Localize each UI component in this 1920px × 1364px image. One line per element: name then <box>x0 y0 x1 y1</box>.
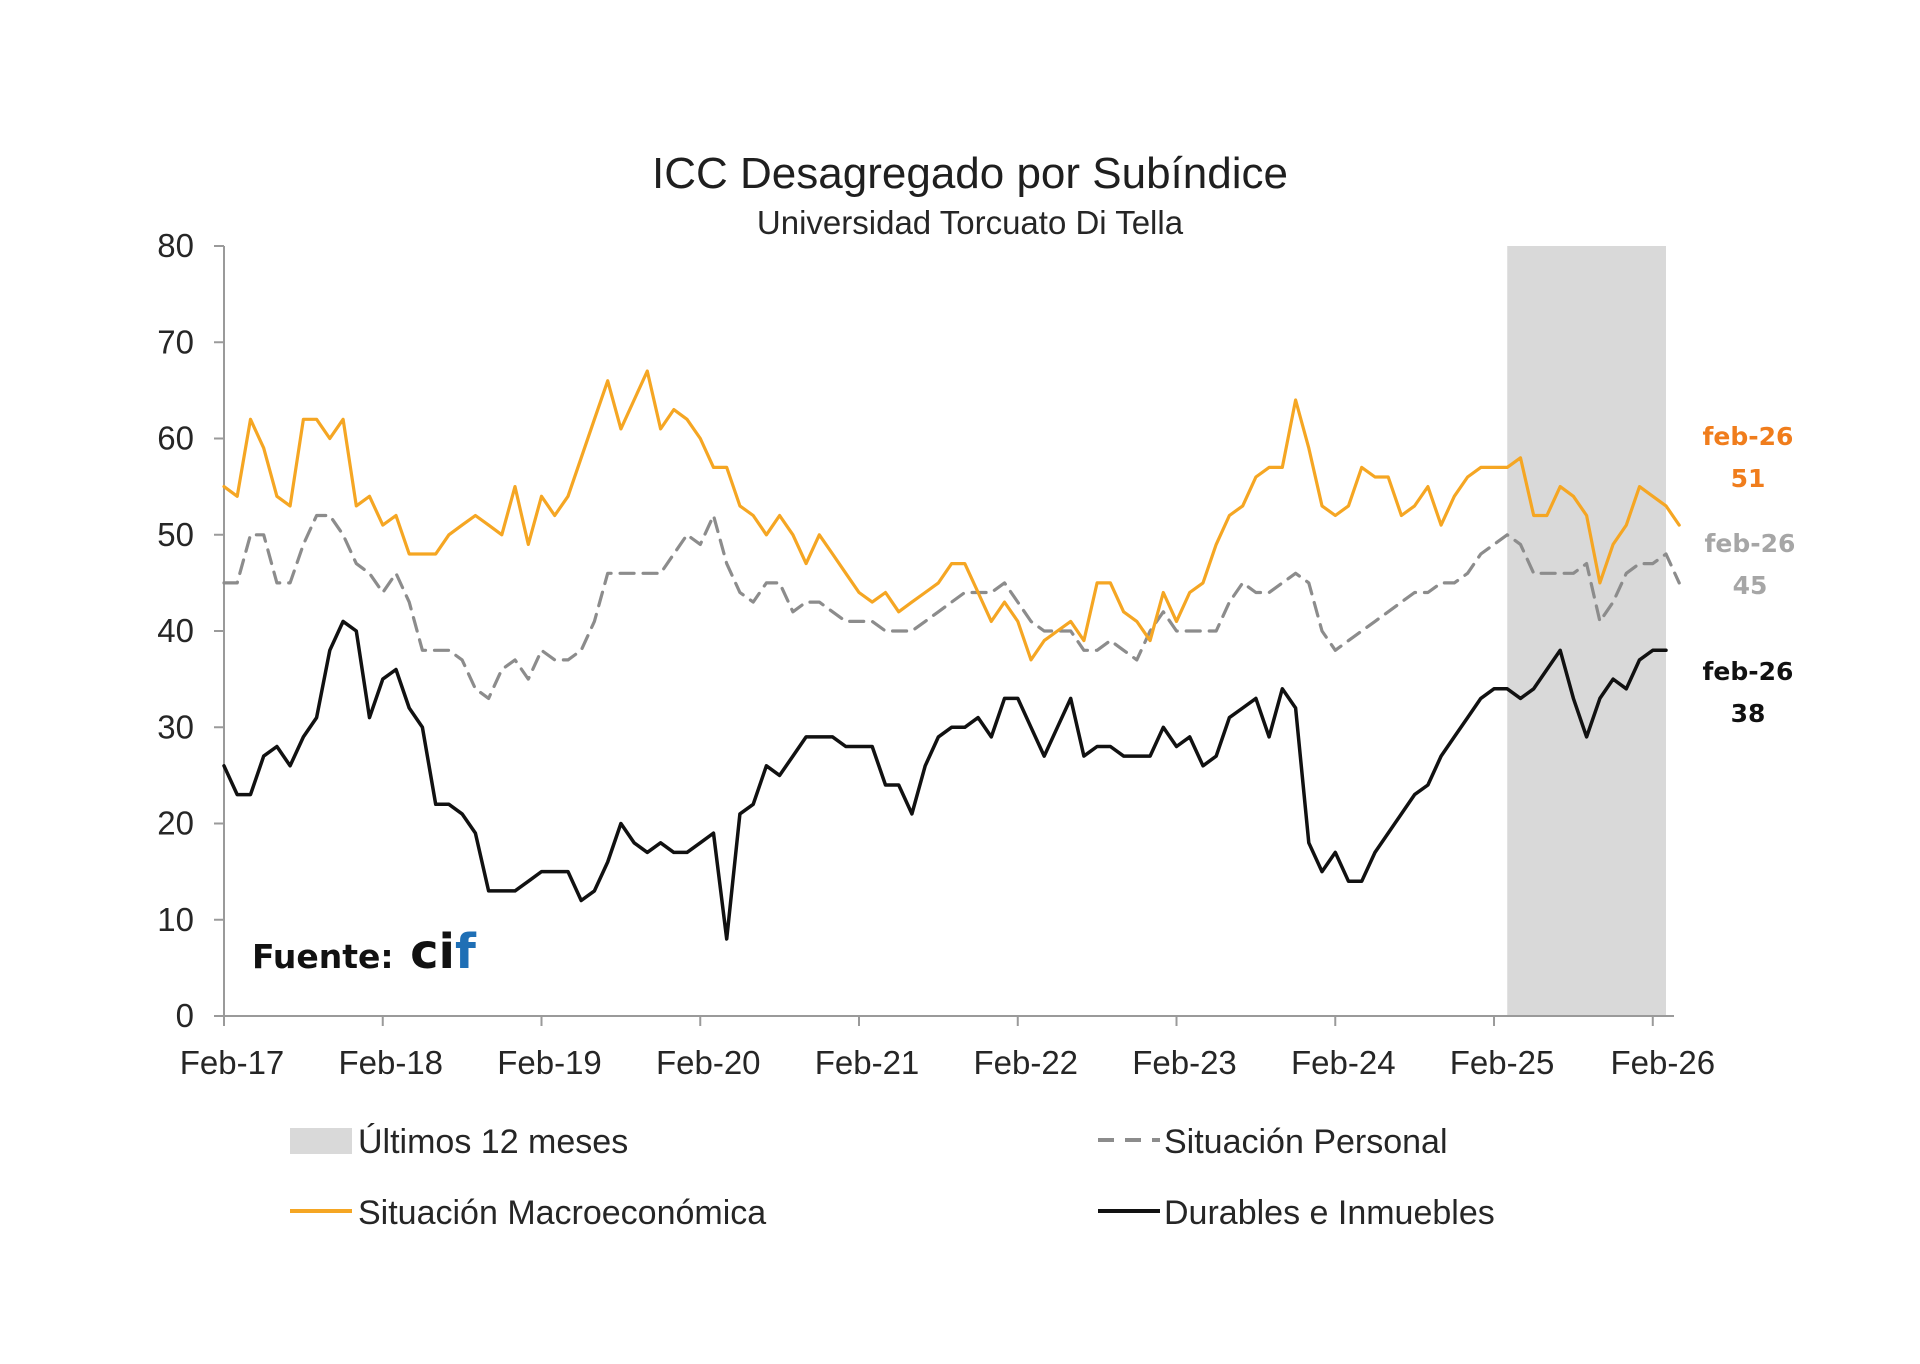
y-tick-label: 30 <box>157 708 194 745</box>
legend-label-durables: Durables e Inmuebles <box>1164 1194 1495 1232</box>
end-label-name-macro: feb-26 <box>1703 422 1794 451</box>
y-tick-label: 50 <box>157 516 194 553</box>
x-tick-label: Feb-20 <box>656 1044 761 1081</box>
legend: Últimos 12 meses Situación Personal Situ… <box>290 1123 1495 1232</box>
end-label-value-durables: 38 <box>1731 699 1766 728</box>
source-line: Fuente: cif <box>252 924 477 980</box>
source-note: Fuente: cif <box>252 924 477 980</box>
end-label-layer: feb-26 51 feb-26 45 feb-26 38 <box>1703 422 1796 728</box>
chart-subtitle: Universidad Torcuato Di Tella <box>757 204 1184 241</box>
x-tick-label: Feb-26 <box>1610 1044 1715 1081</box>
legend-swatch-shade <box>290 1128 352 1154</box>
y-tick-label: 20 <box>157 805 194 842</box>
shade-layer <box>1507 246 1666 1016</box>
x-tick-label: Feb-25 <box>1450 1044 1555 1081</box>
legend-label-shade: Últimos 12 meses <box>358 1123 628 1161</box>
series-line-personal <box>222 513 1681 701</box>
end-label-name-personal: feb-26 <box>1705 529 1796 558</box>
x-tick-label: Feb-18 <box>338 1044 443 1081</box>
end-label-value-personal: 45 <box>1733 571 1768 600</box>
x-tick-label: Feb-24 <box>1291 1044 1396 1081</box>
x-tick-label: Feb-22 <box>973 1044 1078 1081</box>
shaded-region <box>1507 246 1666 1016</box>
x-tick-label: Feb-17 <box>180 1044 285 1081</box>
series-line-macro <box>222 369 1681 662</box>
y-tick-label: 0 <box>176 997 194 1034</box>
end-label-value-macro: 51 <box>1731 464 1766 493</box>
x-tick-label: Feb-21 <box>815 1044 920 1081</box>
source-prefix: Fuente: <box>252 937 394 976</box>
y-tick-label: 40 <box>157 612 194 649</box>
axis-layer: 0 10 20 30 40 50 60 70 80 Feb-17 Feb-18 Feb-19 Feb-2… <box>157 227 1715 1081</box>
x-tick-label: Feb-19 <box>497 1044 602 1081</box>
chart-title: ICC Desagregado por Subíndice <box>652 149 1288 198</box>
series-line-durables <box>222 619 1668 941</box>
x-tick-label: Feb-23 <box>1132 1044 1237 1081</box>
y-tick-label: 70 <box>157 323 194 360</box>
legend-label-personal: Situación Personal <box>1164 1123 1448 1161</box>
y-tick-label: 80 <box>157 227 194 264</box>
y-tick-label: 10 <box>157 901 194 938</box>
source-logo-part-2: f <box>455 924 477 980</box>
legend-label-macro: Situación Macroeconómica <box>358 1194 766 1232</box>
y-tick-label: 60 <box>157 420 194 457</box>
source-logo-part-1: ci <box>410 924 455 980</box>
series-layer <box>222 369 1681 941</box>
end-label-name-durables: feb-26 <box>1703 657 1794 686</box>
